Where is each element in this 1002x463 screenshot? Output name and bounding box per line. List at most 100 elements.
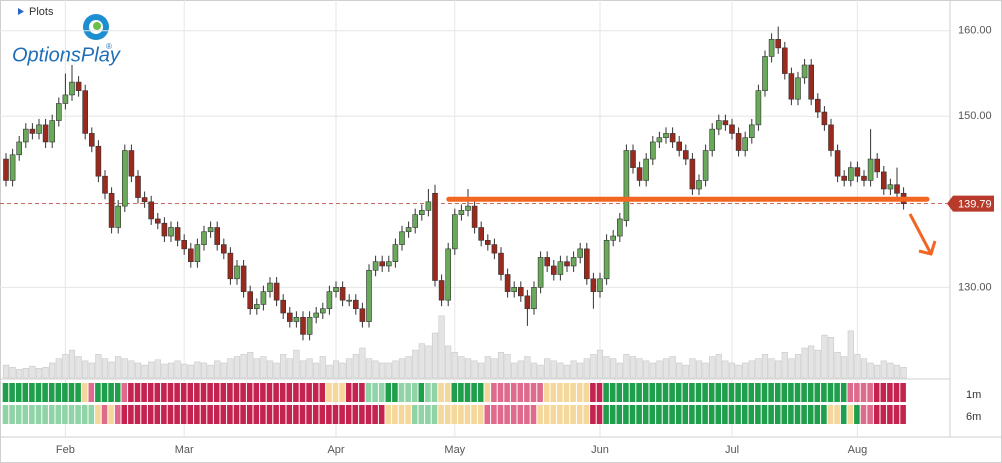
candle-body: [155, 218, 161, 224]
volume-bar: [834, 351, 841, 379]
heatmap-cell: [22, 405, 29, 424]
candle-body: [689, 158, 696, 190]
volume-bar: [220, 362, 227, 379]
heatmap-cell: [609, 383, 616, 402]
heatmap-cell: [233, 405, 240, 424]
volume-bar: [577, 362, 584, 379]
heatmap-cell: [431, 405, 438, 424]
heatmap-cell: [821, 383, 827, 402]
candle-body: [22, 128, 29, 143]
candle-body: [280, 299, 287, 314]
volume-bar: [530, 362, 538, 379]
candle-body: [531, 287, 537, 310]
volume-bar: [491, 358, 498, 379]
candle-body: [867, 158, 874, 181]
volume-bar: [471, 360, 478, 379]
logo-icon-dot: [93, 22, 101, 30]
plots-label[interactable]: Plots: [29, 6, 54, 18]
volume-bar: [82, 360, 89, 379]
heatmap-cell: [306, 383, 312, 402]
candle-body: [742, 137, 749, 151]
heatmap-cell: [781, 383, 788, 402]
heatmap-cell: [715, 405, 722, 424]
heatmap-cell: [854, 383, 860, 402]
candle-body: [128, 150, 135, 177]
volume-bar: [425, 345, 432, 379]
heatmap-cell: [893, 405, 900, 424]
volume-bar: [854, 354, 861, 379]
heatmap-cell: [748, 405, 755, 424]
heatmap-cell: [860, 383, 867, 402]
volume-bar: [880, 360, 887, 379]
candle-body: [768, 39, 775, 57]
candle-body: [781, 47, 788, 74]
heatmap-cell: [576, 405, 583, 424]
heatmap-cell: [794, 383, 801, 402]
heatmap-cell: [649, 405, 656, 424]
volume-bar: [299, 360, 307, 379]
heatmap-cell: [695, 405, 702, 424]
volume-bar: [55, 358, 62, 379]
volume-bar: [821, 334, 828, 379]
heatmap-cell: [728, 383, 735, 402]
heatmap-cell: [491, 383, 497, 402]
heatmap-row-label: 6m: [966, 411, 981, 423]
volume-bar: [240, 354, 247, 379]
candle-body: [537, 257, 544, 288]
volume-bar: [702, 362, 709, 379]
heatmap-cell: [95, 383, 101, 402]
heatmap-cell: [814, 405, 821, 424]
candle-body: [359, 308, 366, 322]
heatmap-cell: [563, 383, 570, 402]
heatmap-cell: [35, 405, 42, 424]
heatmap-cell: [372, 383, 378, 402]
volume-bar: [286, 358, 293, 379]
volume-bar: [847, 330, 854, 379]
heatmap-cell: [880, 405, 887, 424]
volume-bar: [445, 345, 452, 379]
volume-bar: [385, 362, 392, 379]
heatmap-cell: [669, 405, 675, 424]
trend-arrow: [908, 213, 937, 256]
candle-body: [122, 150, 128, 207]
heatmap-cell: [233, 383, 240, 402]
volume-bar: [464, 358, 472, 379]
volume-bar: [709, 356, 716, 379]
volume-bar: [260, 356, 267, 379]
heatmap-cell: [840, 405, 847, 424]
candle-body: [339, 287, 346, 301]
candle-body: [735, 133, 742, 151]
heatmap-cell: [583, 405, 590, 424]
candle-body: [649, 141, 656, 160]
heatmap-cell: [213, 405, 220, 424]
y-tick-label: 130.00: [958, 281, 992, 293]
candle-body: [9, 154, 16, 181]
candle-body: [16, 141, 23, 156]
heatmap-cell: [583, 383, 590, 402]
volume-bar: [75, 356, 82, 379]
heatmap-cell: [860, 405, 867, 424]
plots-toggle[interactable]: [18, 8, 24, 15]
heatmap-cell: [187, 383, 194, 402]
heatmap-cell: [220, 405, 227, 424]
candle-body: [181, 240, 187, 250]
heatmap-cell: [194, 383, 200, 402]
volume-bar: [412, 349, 419, 379]
candle-body: [702, 150, 709, 181]
volume-bar: [167, 362, 175, 379]
heatmap-cell: [411, 405, 418, 424]
heatmap-cell: [319, 383, 326, 402]
heatmap-cell: [299, 405, 306, 424]
candle-body: [517, 287, 524, 297]
heatmap-cell: [774, 383, 781, 402]
heatmap-cell: [227, 383, 233, 402]
candle-body: [887, 184, 894, 190]
heatmap-cell: [570, 405, 576, 424]
candle-body: [709, 128, 716, 151]
volume-bar: [900, 366, 907, 379]
heatmap-cell: [471, 405, 477, 424]
candle-body: [597, 278, 603, 292]
heatmap-cell: [563, 405, 570, 424]
heatmap-cell: [15, 383, 22, 402]
heatmap-cell: [827, 405, 834, 424]
